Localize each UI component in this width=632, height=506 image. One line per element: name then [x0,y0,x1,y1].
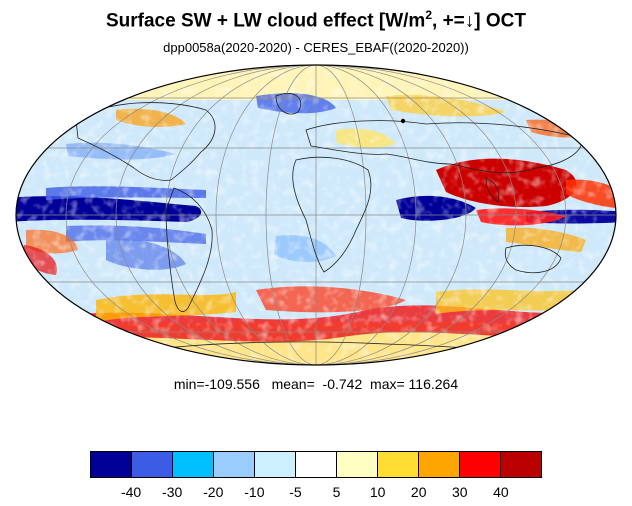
map-outline [15,64,617,366]
colorbar-swatch [460,452,501,477]
colorbar-label: 10 [369,484,386,500]
colorbar-label: 5 [332,484,341,500]
colorbar-swatch [501,452,541,477]
plot-subtitle: dpp0058a(2020-2020) - CERES_EBAF((2020-2… [163,40,469,55]
colorbar-swatch [419,452,460,477]
colorbar-swatch [296,452,337,477]
colorbar-swatch [214,452,255,477]
colorbar-labels: -40 -30 -20 -10 -5 5 10 20 30 40 [0,484,632,502]
colorbar-swatch [337,452,378,477]
colorbar-swatch [378,452,419,477]
colorbar-label: -20 [203,484,224,500]
colorbar-label: 40 [493,484,509,500]
colorbar-swatch [173,452,214,477]
colorbar-label: 20 [410,484,427,500]
colorbar-label: 30 [452,484,468,500]
colorbar [90,451,542,478]
plot-title: Surface SW + LW cloud effect [W/m2, +=↓]… [105,8,526,32]
mollweide-map [15,64,617,366]
colorbar-swatch [255,452,296,477]
graticule [16,65,616,365]
colorbar-swatch [91,452,132,477]
colorbar-swatch [132,452,173,477]
marker-dot [400,118,406,124]
colorbar-label: -30 [162,484,183,500]
colorbar-label: -40 [120,484,142,500]
statistics-line: min=-109.556 mean= -0.742 max= 116.264 [173,376,459,392]
colorbar-label: -5 [289,484,302,500]
colorbar-label: -10 [244,484,265,500]
